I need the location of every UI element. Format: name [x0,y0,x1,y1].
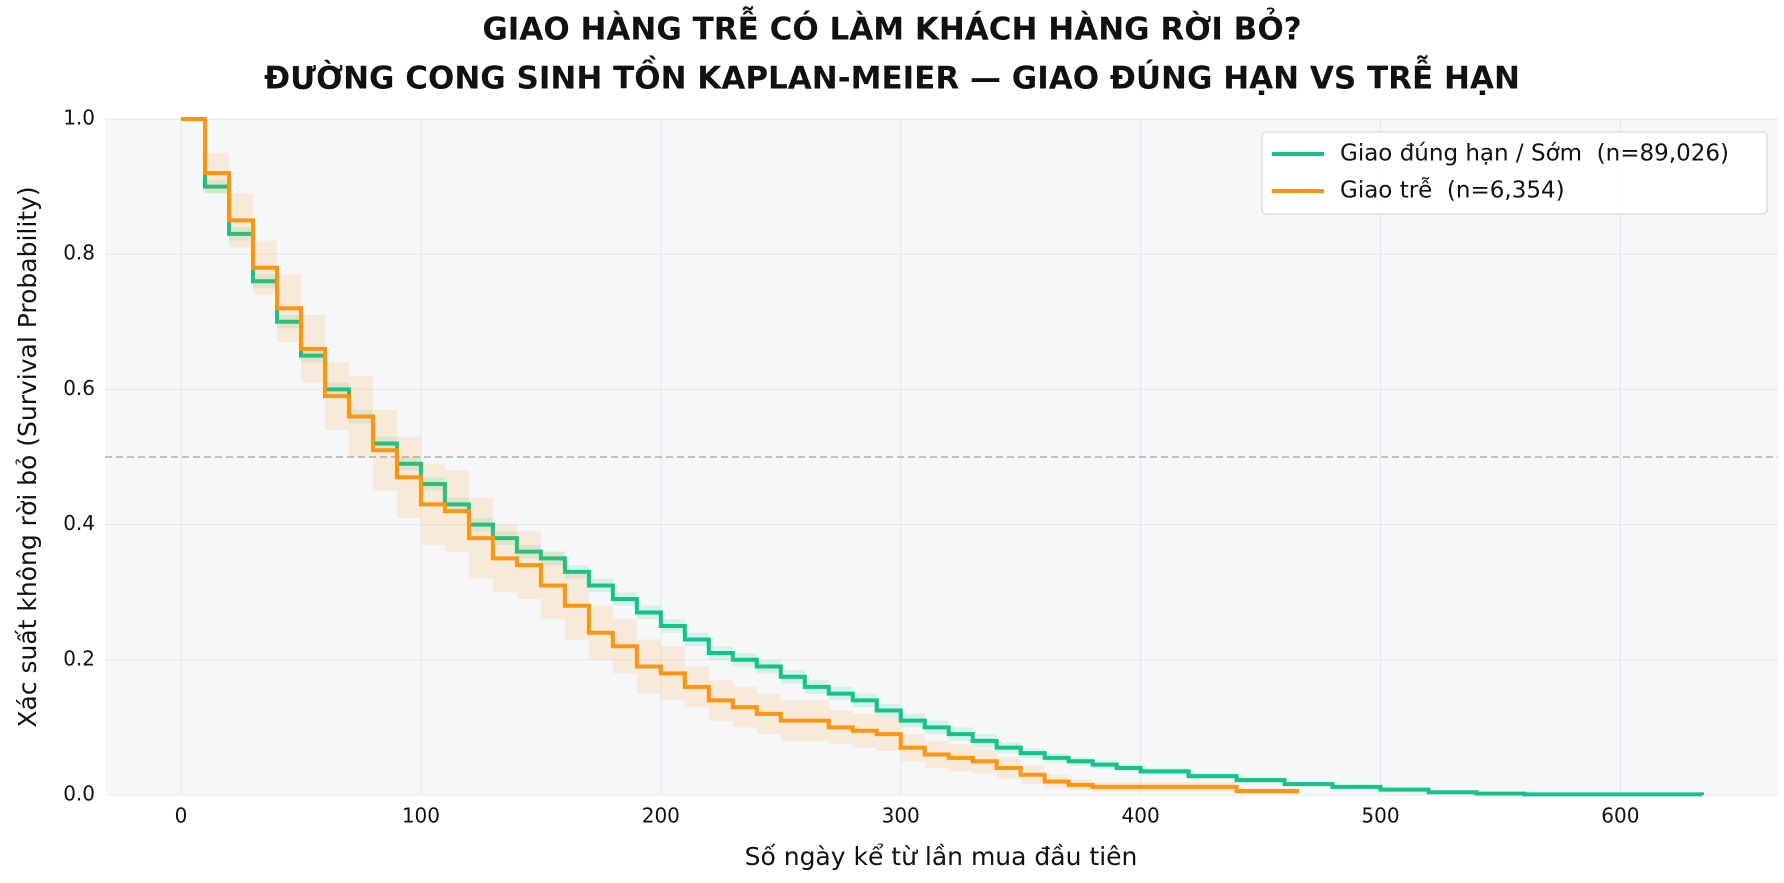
x-tick-label: 600 [1601,804,1639,828]
x-tick-label: 0 [175,804,188,828]
legend-box [1261,131,1768,215]
y-tick-label: 0.0 [63,782,95,806]
legend-label: Giao đúng hạn / Sớm (n=89,026) [1340,141,1729,167]
y-axis-label: Xác suất không rời bỏ (Survival Probabil… [13,186,42,727]
legend-label: Giao trễ (n=6,354) [1340,176,1565,204]
x-axis-label: Số ngày kể từ lần mua đầu tiên [745,842,1138,871]
survival-line [181,117,1299,793]
y-tick-label: 0.6 [63,376,95,400]
x-tick-label: 200 [642,804,680,828]
y-tick-label: 0.8 [63,241,95,265]
survival-line [181,117,1704,797]
y-tick-label: 0.4 [63,511,95,535]
x-tick-label: 300 [882,804,920,828]
chart-subtitle: ĐƯỜNG CONG SINH TỒN KAPLAN-MEIER — GIAO … [264,56,1520,97]
chart-title: GIAO HÀNG TRỄ CÓ LÀM KHÁCH HÀNG RỜI BỎ? [482,7,1301,48]
x-tick-label: 400 [1122,804,1160,828]
y-tick-label: 0.2 [63,646,95,670]
y-tick-label: 1.0 [63,106,95,130]
x-tick-label: 100 [402,804,440,828]
x-tick-label: 500 [1361,804,1399,828]
confidence-band [181,119,1299,794]
